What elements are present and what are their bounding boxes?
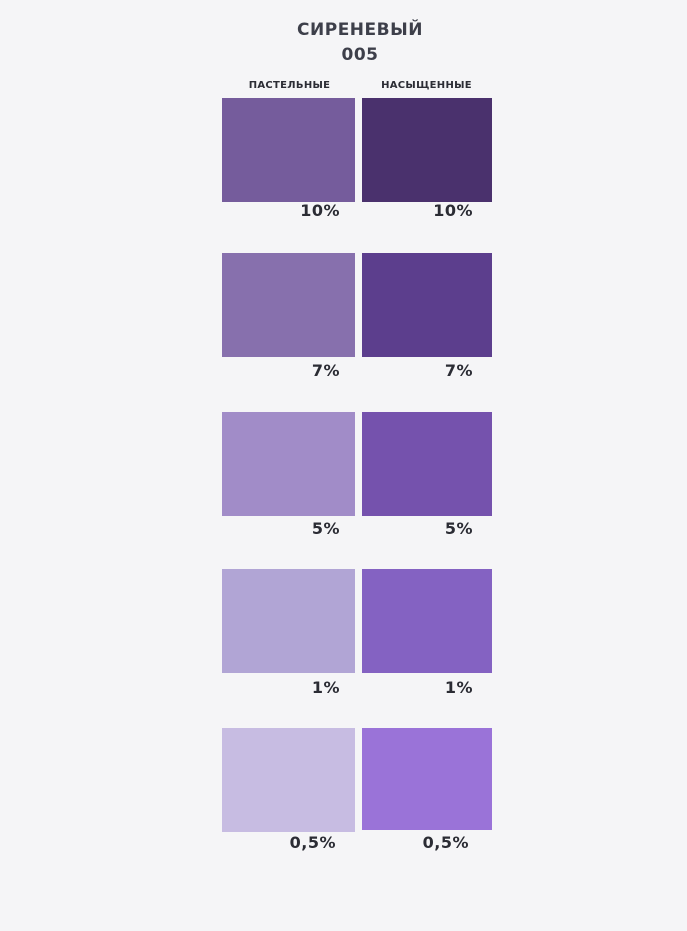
swatch-pastel-7 [222,253,355,357]
swatch-pastel-0-5 [222,728,355,832]
pastel-percent-label: 10% [300,201,340,220]
swatch-saturated-1 [362,569,492,673]
swatch-pastel-10 [222,98,355,202]
swatch-saturated-7 [362,253,492,357]
column-header-saturated: НАСЫЩЕННЫЕ [381,80,472,91]
pastel-percent-label: 1% [311,678,340,697]
column-header-pastel: ПАСТЕЛЬНЫЕ [248,80,331,91]
pastel-percent-label: 0,5% [289,833,336,852]
saturated-percent-label: 7% [444,361,473,380]
page-title: СИРЕНЕВЫЙ [297,20,423,40]
saturated-percent-label: 1% [444,678,473,697]
color-code: 005 [341,45,379,65]
saturated-percent-label: 10% [433,201,473,220]
swatch-pastel-5 [222,412,355,516]
saturated-percent-label: 5% [444,519,473,538]
pastel-percent-label: 5% [311,519,340,538]
swatch-saturated-10 [362,98,492,202]
swatch-pastel-1 [222,569,355,673]
saturated-percent-label: 0,5% [422,833,469,852]
swatch-saturated-5 [362,412,492,516]
swatch-saturated-0-5 [362,728,492,830]
pastel-percent-label: 7% [311,361,340,380]
